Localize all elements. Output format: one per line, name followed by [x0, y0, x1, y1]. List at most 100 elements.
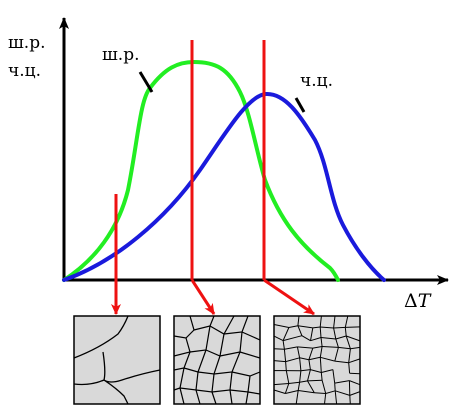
grain-boundary — [273, 335, 284, 342]
grain-boundary — [297, 315, 300, 326]
x-axis-label-delta: Δ — [404, 290, 418, 312]
grain-boundary — [284, 346, 298, 350]
grain-boundary — [348, 358, 361, 364]
curve-label-sh-r: ш.р. — [102, 45, 140, 65]
grain-boundary — [345, 326, 361, 328]
grain-boundary — [288, 381, 300, 384]
grain-boundary — [344, 327, 347, 337]
grain-boundary — [324, 393, 327, 405]
grain-boundary — [346, 335, 361, 342]
grain-boundary — [308, 347, 314, 360]
grain-boundary — [333, 315, 336, 329]
curve-sh-r — [62, 59, 340, 282]
grain-boundary — [299, 370, 302, 383]
grain-boundary — [273, 348, 285, 350]
grain-boundary — [285, 361, 287, 371]
grain-boundary — [301, 335, 311, 342]
grain-boundary — [350, 346, 361, 350]
grain-boundary — [285, 357, 300, 363]
grain-boundary — [349, 372, 361, 375]
grain-boundary — [320, 337, 323, 347]
grain-boundary — [334, 347, 339, 362]
grain-boundary — [334, 380, 350, 384]
red-markers — [111, 40, 315, 316]
grain-boundary — [320, 372, 323, 381]
grain-panel-coarse — [73, 315, 161, 405]
grain-boundary — [308, 359, 311, 370]
grain-boundary — [332, 369, 336, 384]
grain-boundary — [273, 383, 289, 386]
grain-boundary — [282, 335, 303, 342]
grain-boundary — [310, 369, 322, 373]
grain-boundary — [285, 390, 299, 394]
grain-boundary — [345, 335, 351, 349]
grain-boundary — [322, 346, 339, 348]
grain-boundary — [335, 335, 347, 340]
grain-boundary — [282, 327, 290, 341]
grain-boundary — [308, 356, 321, 361]
grain-boundary — [334, 360, 349, 364]
grain-boundary — [320, 356, 335, 362]
marker-arrow-2 — [190, 279, 216, 315]
grain-boundary — [297, 325, 313, 329]
grain-boundary — [314, 392, 326, 394]
grain-boundary — [334, 383, 336, 391]
grain-boundary — [307, 379, 323, 382]
curve-label-ch-ts: ч.ц. — [300, 71, 333, 91]
grain-boundary — [319, 326, 322, 338]
grain-boundary — [273, 389, 286, 394]
curve-label-ch-ts-leader — [294, 97, 306, 113]
grain-boundary — [297, 346, 313, 349]
grain-panel-fine — [273, 315, 361, 405]
grain-boundary — [335, 338, 339, 348]
grain-boundary — [349, 395, 351, 405]
grain-boundary — [348, 362, 351, 374]
grain-boundary — [325, 390, 336, 394]
x-axis-label: ΔT — [404, 290, 432, 312]
grain-boundary — [349, 391, 361, 396]
grain-boundary — [283, 349, 287, 362]
curve-ch-ts — [62, 91, 386, 282]
grain-boundary — [310, 337, 322, 342]
grain-boundary — [307, 380, 315, 393]
grain-boundary — [320, 337, 336, 340]
grain-boundary — [273, 324, 289, 328]
grain-boundary — [297, 325, 303, 336]
grain-boundary — [297, 382, 301, 391]
curve-label-sh-r-leader — [138, 71, 154, 93]
grain-boundary — [333, 327, 337, 340]
grain-boundary — [299, 380, 308, 383]
grain-boundary — [344, 315, 349, 328]
grain-boundary — [321, 369, 334, 373]
grain-boundary — [319, 315, 322, 328]
grain-boundary — [334, 390, 338, 405]
grain-boundary — [320, 326, 334, 329]
grain-boundary — [312, 346, 323, 349]
grain-boundary — [299, 357, 302, 371]
grain-boundary — [296, 346, 301, 358]
grain-boundary — [349, 380, 361, 386]
grain-boundary — [333, 326, 346, 329]
grain-boundary — [319, 357, 322, 373]
grain-boundary — [300, 369, 311, 372]
grain-boundary — [312, 326, 321, 329]
grain-boundary — [335, 390, 350, 396]
grain-panel-medium — [173, 315, 261, 405]
grain-boundary — [319, 346, 323, 358]
grain-boundary — [285, 370, 290, 384]
grain-boundary — [338, 346, 351, 350]
grain-boundary — [284, 383, 290, 394]
y-axis-label-line1: ш.р. — [8, 33, 46, 53]
marker-arrow-3 — [263, 278, 315, 316]
grain-boundary — [321, 380, 327, 394]
grain-boundary — [295, 390, 299, 405]
grain-boundary — [307, 369, 311, 382]
grain-boundary — [282, 340, 285, 350]
grain-boundary — [288, 325, 298, 328]
grain-boundary — [298, 390, 315, 394]
grain-boundary — [299, 357, 310, 361]
grain-boundary — [273, 360, 286, 363]
x-axis-label-var: T — [418, 290, 432, 312]
